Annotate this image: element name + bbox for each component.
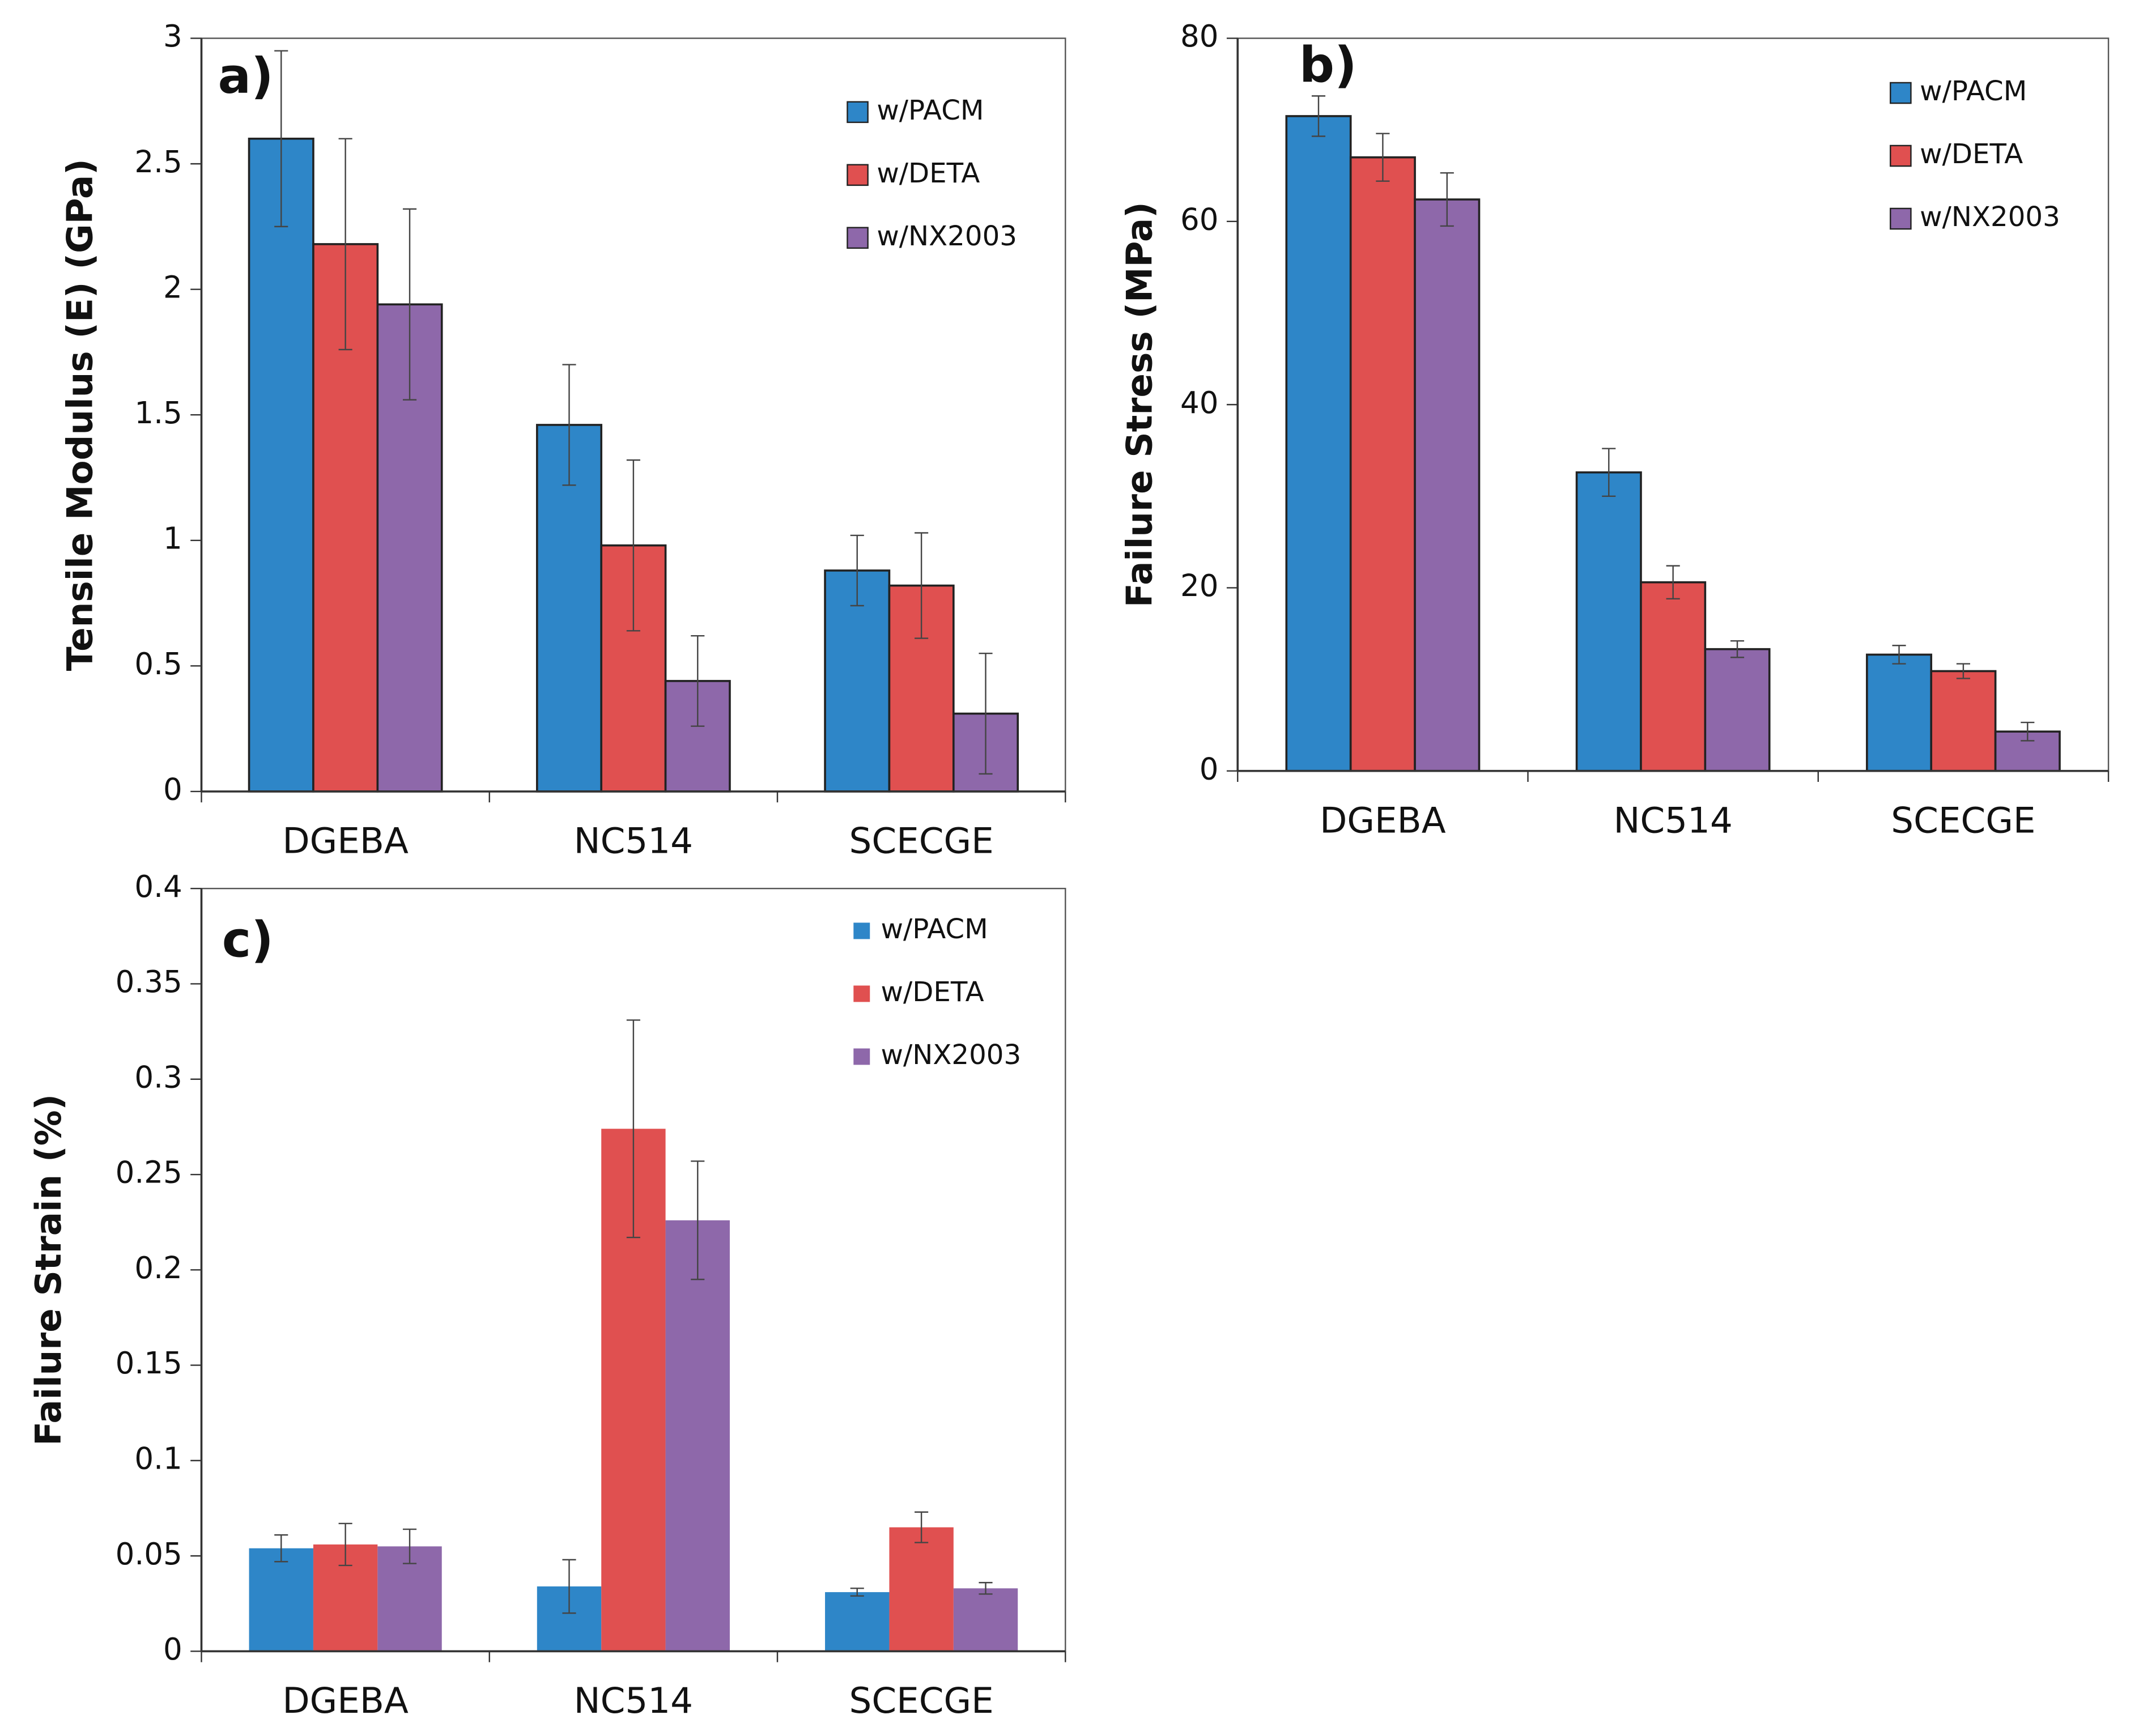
bar [825, 1592, 890, 1652]
y-tick-label: 0.2 [134, 1250, 182, 1286]
legend-label: w/DETA [1920, 138, 2023, 170]
legend-swatch [847, 101, 869, 124]
y-axis-label: Failure Stress (MPa) [1119, 202, 1160, 607]
legend-swatch [847, 227, 869, 249]
y-tick-label: 0.4 [134, 869, 182, 904]
legend-label: w/PACM [881, 913, 988, 945]
y-tick-label: 20 [1180, 568, 1219, 603]
x-tick-label: SCECGE [849, 820, 994, 862]
y-tick-label: 0 [163, 772, 182, 807]
y-tick-label: 0.15 [116, 1346, 182, 1381]
bar [1575, 471, 1642, 772]
y-tick-label: 0 [1200, 751, 1219, 786]
bar [1349, 156, 1416, 772]
panel-label: a) [218, 48, 273, 105]
y-tick-label: 0.1 [134, 1441, 182, 1477]
legend-swatch [1890, 82, 1912, 104]
legend-swatch [1890, 207, 1912, 230]
x-tick-label: NC514 [1613, 799, 1732, 841]
bar [249, 1548, 313, 1652]
y-tick-label: 0.35 [116, 964, 182, 999]
y-tick-label: 80 [1180, 19, 1219, 54]
panel-label: b) [1299, 37, 1357, 94]
y-tick-label: 2.5 [134, 144, 182, 180]
bar [1704, 648, 1771, 772]
bar [1930, 670, 1997, 772]
panel-label: c) [222, 912, 274, 969]
legend-swatch [1890, 144, 1912, 167]
y-tick-label: 3 [163, 19, 182, 54]
legend-swatch [847, 164, 869, 186]
bar [248, 137, 314, 793]
x-tick-label: NC514 [574, 1680, 693, 1721]
y-tick-label: 1.5 [134, 395, 182, 431]
legend-label: w/NX2003 [1920, 201, 2060, 233]
x-tick-label: SCECGE [849, 1680, 994, 1721]
legend-swatch [853, 1048, 870, 1065]
y-tick-label: 0.05 [116, 1537, 182, 1572]
legend-swatch [853, 985, 870, 1002]
legend-label: w/PACM [1920, 75, 2027, 107]
legend-label: w/PACM [877, 95, 984, 126]
legend-label: w/DETA [881, 976, 984, 1008]
x-tick-label: DGEBA [282, 820, 409, 862]
legend-label: w/DETA [877, 158, 980, 189]
bar [889, 1527, 954, 1652]
y-tick-label: 0 [163, 1632, 182, 1667]
bar [1640, 581, 1707, 772]
y-axis-label: Tensile Modulus (E) (GPa) [59, 159, 101, 671]
legend-swatch [853, 922, 870, 939]
x-tick-label: DGEBA [282, 1680, 409, 1721]
bar [1414, 198, 1481, 772]
bar [1285, 115, 1352, 772]
bar [665, 1220, 730, 1652]
y-tick-label: 0.25 [116, 1155, 182, 1190]
y-tick-label: 0.3 [134, 1060, 182, 1095]
x-tick-label: SCECGE [1891, 799, 2035, 841]
y-tick-label: 1 [163, 521, 182, 556]
legend-label: w/NX2003 [877, 220, 1017, 252]
y-tick-label: 40 [1180, 385, 1219, 420]
y-tick-label: 60 [1180, 202, 1219, 237]
bar [1866, 653, 1933, 772]
y-tick-label: 2 [163, 270, 182, 305]
y-axis-label: Failure Strain (%) [28, 1094, 69, 1446]
bar [600, 544, 667, 793]
x-tick-label: NC514 [574, 820, 693, 862]
y-tick-label: 0.5 [134, 646, 182, 682]
legend-label: w/NX2003 [881, 1039, 1022, 1071]
x-tick-label: DGEBA [1320, 799, 1446, 841]
bar [953, 1588, 1018, 1652]
